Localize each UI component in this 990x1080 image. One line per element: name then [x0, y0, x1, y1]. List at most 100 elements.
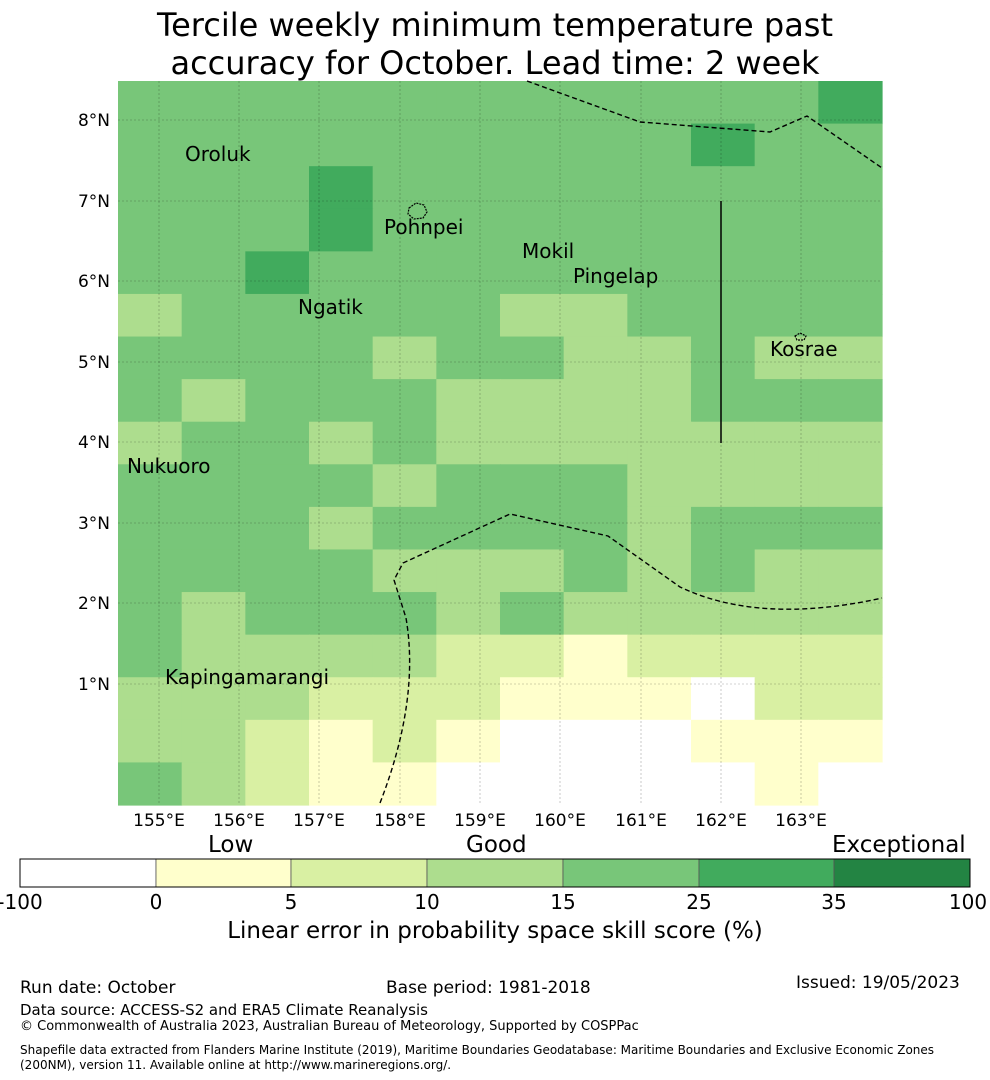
grid-cell — [245, 464, 310, 508]
grid-cell — [181, 549, 246, 593]
grid-cell — [372, 81, 437, 125]
grid-cell — [118, 634, 183, 678]
grid-cell — [436, 81, 501, 125]
grid-cell — [627, 719, 692, 764]
grid-cell — [818, 293, 883, 338]
grid-cell — [181, 251, 246, 295]
grid-cell — [372, 677, 437, 721]
grid-cell — [181, 166, 246, 210]
grid-cell — [500, 592, 565, 636]
grid-cell — [118, 166, 183, 210]
grid-cell — [436, 762, 501, 806]
lon-label: 157°E — [293, 811, 345, 831]
grid-cell — [754, 81, 819, 125]
colorbar-segment — [290, 858, 428, 888]
grid-cell — [372, 251, 437, 295]
grid-cell — [372, 549, 437, 593]
grid-cell — [309, 336, 374, 380]
lon-label: 159°E — [454, 811, 506, 831]
grid-cell — [500, 336, 565, 380]
grid-cell — [563, 208, 628, 252]
cb-tick-4: 15 — [550, 890, 576, 914]
grid-cell — [372, 123, 437, 167]
grid-cell — [436, 251, 501, 295]
grid-cell — [563, 762, 628, 806]
grid-cell — [754, 506, 819, 551]
grid-cell — [181, 634, 246, 678]
grid-cell — [309, 123, 374, 167]
grid-cell — [691, 336, 756, 380]
grid-cell — [372, 379, 437, 423]
grid-cell — [436, 506, 501, 551]
title-line-2: accuracy for October. Lead time: 2 week — [170, 44, 820, 82]
grid-cell — [372, 762, 437, 806]
grid-cell — [118, 251, 183, 295]
grid-cell — [500, 251, 565, 295]
grid-cell — [754, 549, 819, 593]
grid-cell — [691, 634, 756, 678]
grid-cell — [563, 549, 628, 593]
grid-cell — [181, 81, 246, 125]
grid-cell — [627, 208, 692, 252]
grid-cell — [563, 251, 628, 295]
lon-label: 155°E — [133, 811, 185, 831]
grid-cell — [309, 464, 374, 508]
grid-cell — [818, 251, 883, 295]
grid-cell — [818, 379, 883, 423]
place-label: Nukuoro — [127, 454, 211, 478]
grid-cell — [627, 762, 692, 806]
grid-cell — [563, 677, 628, 721]
grid-cell — [309, 762, 374, 806]
grid-cell — [500, 762, 565, 806]
grid-cell — [245, 762, 310, 806]
grid-cell — [563, 719, 628, 764]
grid-cell — [563, 166, 628, 210]
grid-cell — [436, 336, 501, 380]
grid-cell — [563, 293, 628, 338]
grid-cell — [372, 464, 437, 508]
colorbar-title: Linear error in probability space skill … — [227, 918, 763, 944]
grid-cell — [436, 123, 501, 167]
grid-cell — [754, 251, 819, 295]
grid-cell — [754, 592, 819, 636]
grid-cell — [691, 208, 756, 252]
skill-grid — [118, 81, 883, 806]
grid-cell — [818, 421, 883, 465]
grid-cell — [627, 592, 692, 636]
grid-cell — [245, 634, 310, 678]
title-line-1: Tercile weekly minimum temperature past — [156, 6, 834, 44]
grid-cell — [754, 123, 819, 167]
grid-cell — [563, 421, 628, 465]
grid-cell — [372, 506, 437, 551]
grid-cell — [372, 421, 437, 465]
grid-cell — [563, 506, 628, 551]
grid-cell — [181, 506, 246, 551]
grid-cell — [754, 762, 819, 806]
grid-cell — [309, 166, 374, 210]
grid-cell — [500, 293, 565, 338]
islands — [407, 202, 807, 341]
grid-cell — [372, 208, 437, 252]
grid-cell — [118, 506, 183, 551]
place-label: Kosrae — [770, 337, 838, 361]
colorbar-segment — [155, 858, 292, 888]
pohnpei-island — [407, 202, 428, 220]
grid-cell — [309, 421, 374, 465]
grid-cell — [245, 549, 310, 593]
grid-cell — [691, 421, 756, 465]
grid-cell — [818, 336, 883, 380]
grid-cell — [818, 549, 883, 593]
base-period: Base period: 1981-2018 — [386, 978, 591, 998]
grid-cell — [754, 336, 819, 380]
grid-cell — [627, 251, 692, 295]
grid-cell — [500, 634, 565, 678]
grid-cell — [627, 506, 692, 551]
grid-cell — [818, 464, 883, 508]
grid-cell — [627, 464, 692, 508]
grid-cell — [627, 677, 692, 721]
grid-cell — [563, 592, 628, 636]
grid-cell — [436, 464, 501, 508]
grid-cell — [500, 379, 565, 423]
